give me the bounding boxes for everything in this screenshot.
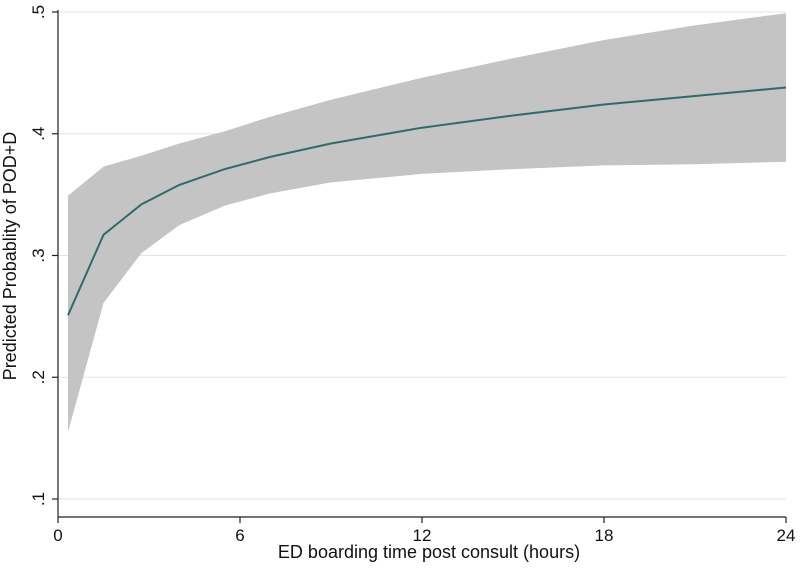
x-axis-title: ED boarding time post consult (hours) <box>278 542 580 562</box>
y-tick-label: .4 <box>29 127 48 141</box>
prediction-line-group <box>67 86 787 316</box>
x-tick-label: 6 <box>235 526 244 545</box>
prediction-line <box>67 86 787 316</box>
x-tick-label: 0 <box>53 526 62 545</box>
confidence-band <box>68 13 786 432</box>
x-tick-label: 24 <box>777 526 796 545</box>
confidence-band-group <box>68 13 786 432</box>
y-tick-label: .5 <box>29 5 48 19</box>
y-axis-title: Predicted Probablity of POD+D <box>0 132 20 381</box>
x-axis-ticks: 0 6 12 18 24 <box>53 517 795 545</box>
y-tick-label: .3 <box>29 248 48 262</box>
y-tick-label: .1 <box>29 492 48 506</box>
x-tick-label: 18 <box>595 526 614 545</box>
x-tick-label: 12 <box>413 526 432 545</box>
y-tick-label: .2 <box>29 370 48 384</box>
y-axis-ticks: .1 .2 .3 .4 .5 <box>29 5 58 506</box>
